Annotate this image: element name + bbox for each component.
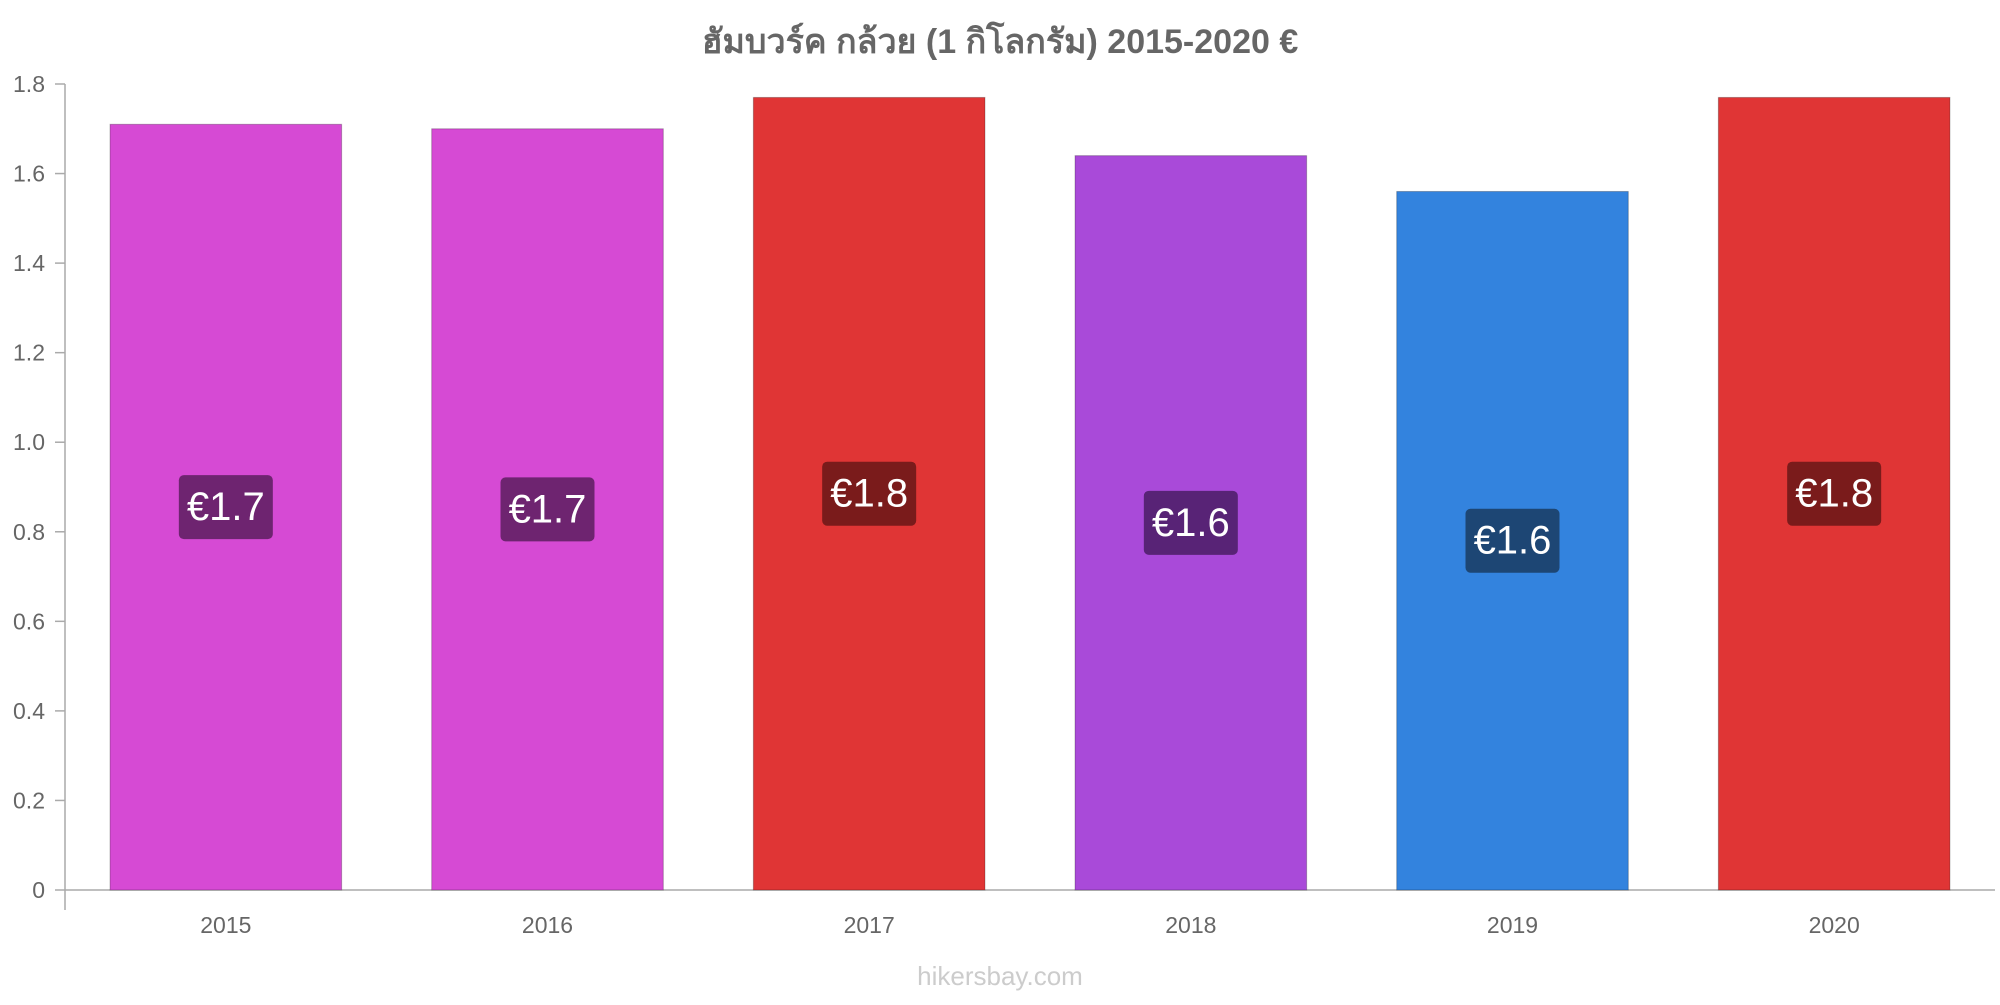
y-tick-label: 1.6 — [13, 161, 45, 187]
y-tick-label: 0.2 — [13, 787, 45, 813]
y-tick-label: 1.0 — [13, 429, 45, 455]
data-label: €1.7 — [509, 487, 587, 531]
y-tick-label: 0.8 — [13, 519, 45, 545]
data-label: €1.8 — [1795, 472, 1873, 516]
x-tick-label: 2017 — [844, 912, 895, 938]
bar-2017 — [752, 96, 986, 891]
watermark-text: hikersbay.com — [917, 961, 1083, 991]
x-tick-label: 2015 — [200, 912, 251, 938]
data-label: €1.8 — [830, 472, 908, 516]
data-label-box — [500, 477, 595, 542]
y-tick-label: 0.6 — [13, 608, 45, 634]
x-axis: 2015 2016 2017 2018 2019 2020 — [65, 889, 1995, 938]
bars-group — [109, 96, 1951, 891]
data-label-box — [178, 475, 273, 540]
y-axis: 0 0.2 0.4 0.6 0.8 1.0 1.2 1.4 1.6 1.8 — [13, 71, 66, 910]
chart-title: ฮัมบวร์ค กล้วย (1 กิโลกรัม) 2015-2020 € — [702, 21, 1299, 61]
data-label-box — [822, 461, 917, 526]
x-tick-label: 2018 — [1165, 912, 1216, 938]
y-tick-label: 1.8 — [13, 71, 45, 97]
data-label-box — [1143, 490, 1238, 555]
y-tick-label: 1.4 — [13, 250, 45, 276]
data-label-box — [1465, 508, 1560, 573]
y-tick-label: 0 — [32, 877, 45, 903]
x-tick-label: 2016 — [522, 912, 573, 938]
data-label: €1.7 — [187, 485, 265, 529]
data-label: €1.6 — [1152, 501, 1230, 545]
x-tick-label: 2020 — [1809, 912, 1860, 938]
x-tick-label: 2019 — [1487, 912, 1538, 938]
y-tick-label: 1.2 — [13, 340, 45, 366]
data-label-box — [1787, 461, 1882, 526]
data-label: €1.6 — [1474, 519, 1552, 563]
data-labels-group: €1.7 €1.7 €1.8 €1.6 €1.6 €1.8 — [178, 461, 1882, 573]
y-tick-label: 0.4 — [13, 698, 45, 724]
